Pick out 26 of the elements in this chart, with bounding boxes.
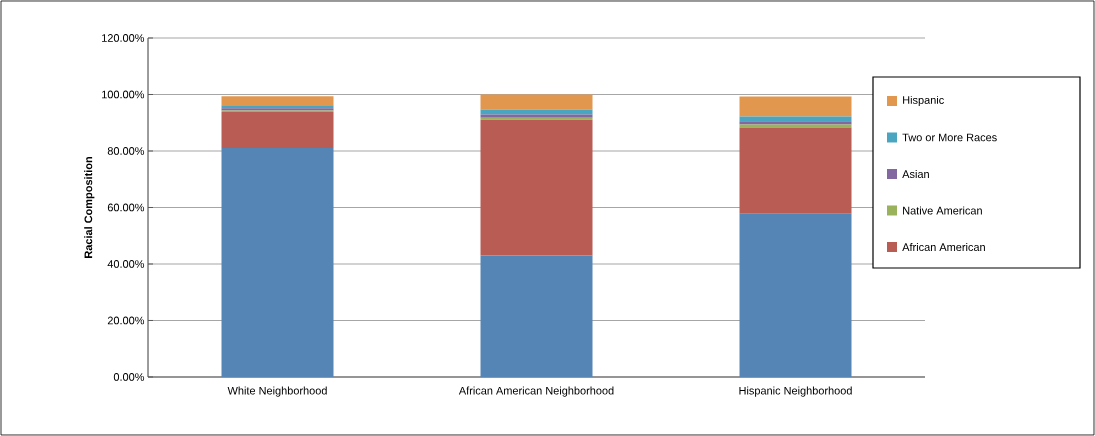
legend-label: Hispanic — [903, 95, 944, 107]
x-tick-label: Hispanic Neighborhood — [739, 386, 852, 397]
y-tick-label: 120.00% — [102, 34, 145, 42]
bar — [739, 96, 852, 117]
bar — [221, 147, 334, 377]
legend-label: African American — [902, 242, 985, 252]
bar — [221, 96, 334, 106]
y-tick-label: 20.00% — [107, 316, 145, 325]
legend-label: Native American — [903, 206, 982, 215]
bar — [480, 255, 593, 377]
bar — [480, 109, 593, 115]
y-tick-label: 80.00% — [107, 147, 145, 155]
bar — [480, 94, 593, 110]
bar — [739, 127, 852, 214]
y-tick-label: 0.00% — [113, 373, 145, 381]
legend-label: Two or More Races — [902, 133, 997, 142]
y-axis-title: Racial Composition — [84, 157, 95, 258]
legend-label: Asian — [902, 169, 929, 179]
x-tick-label: White Neighborhood — [227, 386, 327, 397]
bar — [221, 112, 334, 148]
x-tick-label: African American Neighborhood — [458, 386, 614, 397]
bar — [480, 119, 593, 256]
y-tick-label: 100.00% — [102, 90, 145, 99]
y-tick-label: 40.00% — [107, 260, 145, 268]
bar — [739, 213, 852, 377]
y-tick-label: 60.00% — [107, 203, 145, 212]
